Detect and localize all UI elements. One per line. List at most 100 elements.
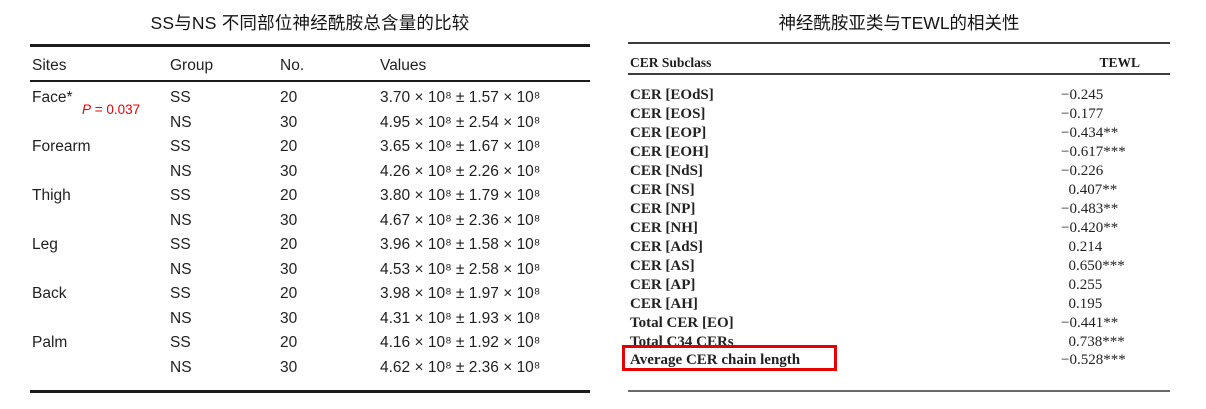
subclass-cell: CER [AP]	[630, 277, 696, 293]
subclass-cell: CER [AS]	[630, 258, 695, 274]
count-cell: 30	[280, 260, 298, 278]
value-cell: 3.96 × 10⁸ ± 1.58 × 10⁸	[380, 236, 541, 253]
left-table-title: SS与NS 不同部位神经酰胺总含量的比较	[150, 13, 470, 33]
tewl-cell: −0.528***	[1061, 352, 1126, 368]
table-row: Back SS 20 3.98 × 10⁸ ± 1.97 × 10⁸	[30, 285, 590, 309]
subclass-cell: CER [EOdS]	[630, 87, 714, 103]
value-cell: 3.98 × 10⁸ ± 1.97 × 10⁸	[380, 285, 541, 302]
right-table-bottom-rule	[628, 390, 1170, 392]
tewl-cell: −0.177	[1061, 106, 1104, 122]
table-row: CER [EOdS] −0.245	[628, 87, 1170, 106]
group-cell: SS	[170, 187, 191, 204]
tewl-cell: 0.738***	[1061, 334, 1125, 350]
value-cell: 4.31 × 10⁸ ± 1.93 × 10⁸	[380, 309, 541, 327]
count-cell: 20	[280, 187, 298, 204]
subclass-cell: CER [NP]	[630, 201, 696, 217]
table-row: Forearm SS 20 3.65 × 10⁸ ± 1.67 × 10⁸	[30, 138, 590, 162]
count-cell: 20	[280, 89, 298, 106]
tewl-cell: −0.226	[1061, 163, 1104, 179]
site-cell: Leg	[32, 236, 58, 253]
table-row: CER [NdS] −0.226	[628, 163, 1170, 182]
table-row: CER [NH] −0.420**	[628, 220, 1170, 239]
subclass-cell: CER [EOH]	[630, 144, 709, 160]
tewl-cell: −0.245	[1061, 87, 1104, 103]
left-table-bottom-rule	[30, 390, 590, 393]
table-row: Palm SS 20 4.16 × 10⁸ ± 1.92 × 10⁸	[30, 334, 590, 358]
value-cell: 3.80 × 10⁸ ± 1.79 × 10⁸	[380, 187, 541, 204]
right-table-title: 神经酰胺亚类与TEWL的相关性	[778, 13, 1020, 33]
table-row: NS 30 4.95 × 10⁸ ± 2.54 × 10⁸	[30, 114, 590, 138]
table-row: Leg SS 20 3.96 × 10⁸ ± 1.58 × 10⁸	[30, 236, 590, 260]
table-row: NS 30 4.53 × 10⁸ ± 2.58 × 10⁸	[30, 261, 590, 285]
column-header-values: Values	[380, 57, 427, 74]
value-cell: 4.16 × 10⁸ ± 1.92 × 10⁸	[380, 334, 541, 351]
table-row: Thigh SS 20 3.80 × 10⁸ ± 1.79 × 10⁸	[30, 187, 590, 211]
table-row: CER [EOH] −0.617***	[628, 144, 1170, 163]
table-row: CER [NP] −0.483**	[628, 201, 1170, 220]
table-row: Total CER [EO] −0.441**	[628, 315, 1170, 334]
table-row: Face* SS 20 3.70 × 10⁸ ± 1.57 × 10⁸	[30, 89, 590, 113]
ceramide-total-content-table: SS与NS 不同部位神经酰胺总含量的比较 Sites Group No. Val…	[30, 0, 590, 409]
tewl-cell: −0.420**	[1061, 220, 1119, 236]
group-cell: SS	[170, 285, 191, 302]
site-cell: Back	[32, 285, 67, 302]
count-cell: 20	[280, 285, 298, 302]
group-cell: SS	[170, 334, 191, 351]
count-cell: 30	[280, 358, 298, 376]
count-cell: 30	[280, 309, 298, 327]
tewl-cell: −0.483**	[1061, 201, 1119, 217]
site-cell: Face*	[32, 89, 73, 106]
tewl-cell: 0.650***	[1061, 258, 1125, 274]
table-row: NS 30 4.62 × 10⁸ ± 2.36 × 10⁸	[30, 359, 590, 383]
group-cell: NS	[170, 358, 192, 376]
tewl-cell: −0.617***	[1061, 144, 1126, 160]
table-row: CER [AS] 0.650***	[628, 258, 1170, 277]
table-row: CER [EOS] −0.177	[628, 106, 1170, 125]
red-highlight-box	[622, 345, 837, 371]
group-cell: NS	[170, 211, 192, 229]
right-table-top-rule	[628, 42, 1170, 44]
column-header-sites: Sites	[32, 57, 67, 74]
subclass-cell: CER [NdS]	[630, 163, 703, 179]
subclass-cell: CER [AdS]	[630, 239, 703, 255]
p-value-text: = 0.037	[91, 102, 141, 117]
table-row highlighted-row: Average CER chain length −0.528***	[628, 352, 1170, 371]
group-cell: NS	[170, 309, 192, 327]
value-cell: 4.26 × 10⁸ ± 2.26 × 10⁸	[380, 162, 541, 180]
tewl-cell: −0.434**	[1061, 125, 1119, 141]
subclass-cell: Total CER [EO]	[630, 315, 734, 331]
value-cell: 4.53 × 10⁸ ± 2.58 × 10⁸	[380, 260, 541, 278]
left-table-header-rule	[30, 80, 590, 82]
table-row: NS 30 4.67 × 10⁸ ± 2.36 × 10⁸	[30, 212, 590, 236]
group-cell: SS	[170, 89, 191, 106]
column-header-no: No.	[280, 57, 305, 74]
column-header-tewl: TEWL	[1099, 55, 1140, 70]
subclass-cell: CER [EOS]	[630, 106, 706, 122]
right-table-header-rule	[628, 73, 1170, 75]
group-cell: NS	[170, 260, 192, 278]
column-header-cer-subclass: CER Subclass	[630, 55, 712, 70]
subclass-cell: CER [NH]	[630, 220, 698, 236]
left-table-top-rule	[30, 44, 590, 47]
value-cell: 4.67 × 10⁸ ± 2.36 × 10⁸	[380, 211, 541, 229]
table-row: NS 30 4.31 × 10⁸ ± 1.93 × 10⁸	[30, 310, 590, 334]
column-header-group: Group	[170, 57, 214, 74]
tewl-cell: 0.214	[1061, 239, 1103, 255]
site-cell: Forearm	[32, 138, 91, 155]
table-row: CER [AH] 0.195	[628, 296, 1170, 315]
site-cell: Palm	[32, 334, 68, 351]
count-cell: 20	[280, 334, 298, 351]
subclass-cell: CER [AH]	[630, 296, 698, 312]
p-symbol: P	[82, 102, 92, 117]
group-cell: SS	[170, 138, 191, 155]
group-cell: NS	[170, 113, 192, 131]
tewl-cell: 0.407**	[1061, 182, 1118, 198]
site-cell: Thigh	[32, 187, 71, 204]
group-cell: NS	[170, 162, 192, 180]
count-cell: 20	[280, 138, 298, 155]
tewl-cell: 0.255	[1061, 277, 1103, 293]
count-cell: 20	[280, 236, 298, 253]
subclass-cell: Average CER chain length	[630, 352, 801, 368]
value-cell: 4.62 × 10⁸ ± 2.36 × 10⁸	[380, 358, 541, 376]
tewl-cell: −0.441**	[1061, 315, 1119, 331]
